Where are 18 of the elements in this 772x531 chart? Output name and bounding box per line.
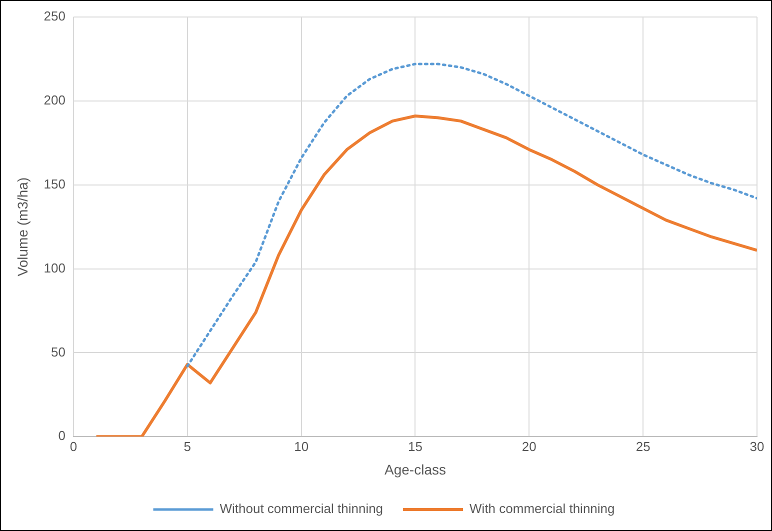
x-tick-label: 10 bbox=[294, 438, 309, 454]
x-tick-label: 30 bbox=[750, 438, 764, 454]
y-tick-label: 0 bbox=[58, 428, 66, 444]
x-axis-title: Age-class bbox=[384, 461, 446, 478]
y-tick-label: 50 bbox=[51, 344, 66, 360]
x-tick-label: 15 bbox=[408, 438, 422, 454]
x-tick-label: 20 bbox=[522, 438, 536, 454]
line-series bbox=[186, 62, 757, 368]
x-tick-label: 25 bbox=[636, 438, 650, 454]
legend-label: With commercial thinning bbox=[470, 501, 615, 516]
legend-label: Without commercial thinning bbox=[220, 501, 384, 516]
x-tick-label: 0 bbox=[70, 438, 78, 454]
y-tick-label: 200 bbox=[44, 92, 66, 108]
y-axis-title: Volume (m3/ha) bbox=[14, 177, 30, 276]
x-tick-label: 5 bbox=[184, 438, 192, 454]
y-tick-label: 100 bbox=[44, 260, 66, 276]
y-tick-label: 250 bbox=[44, 8, 66, 24]
y-tick-label: 150 bbox=[44, 176, 66, 192]
